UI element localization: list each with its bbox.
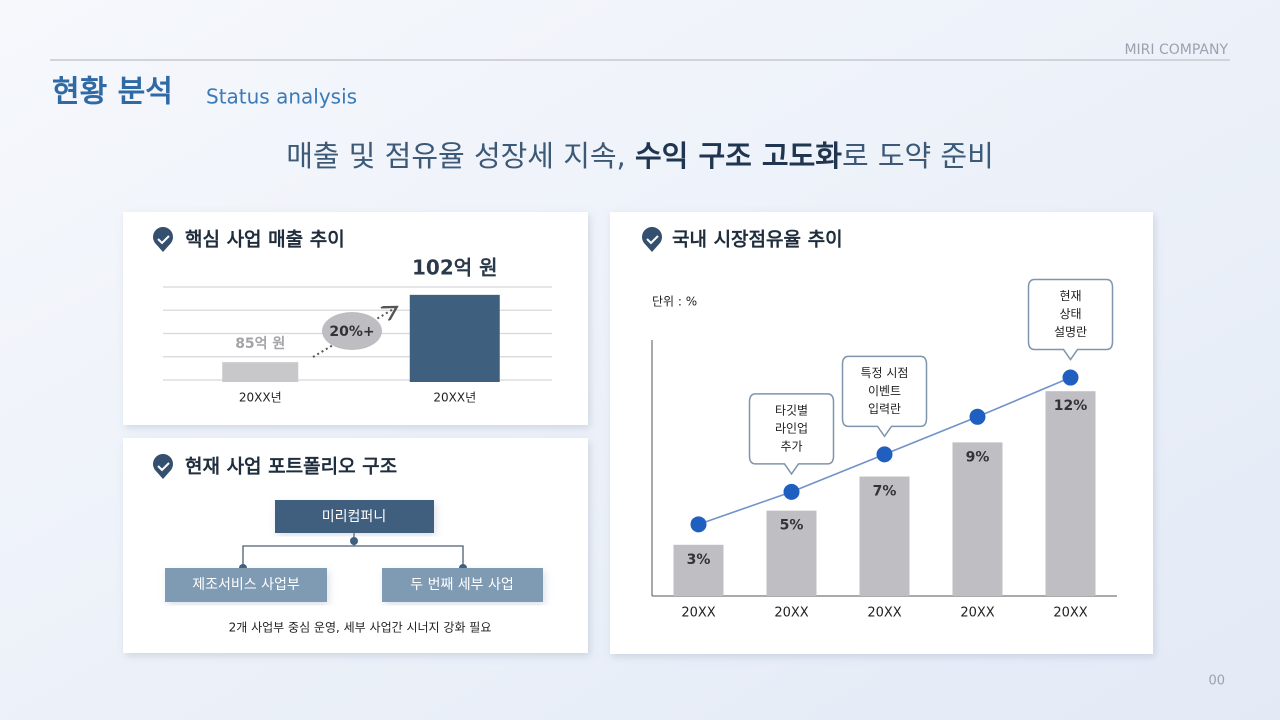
bar: [673, 544, 724, 596]
bar: [952, 442, 1003, 596]
pin-icon: [153, 454, 173, 479]
callout-text: 현재: [1059, 289, 1081, 303]
x-tick-label: 20XX: [774, 606, 808, 621]
org-child: 두 번째 세부 사업: [410, 577, 514, 593]
org-root-box: [275, 500, 434, 533]
panel-title: 현재 사업 포트폴리오 구조: [185, 456, 397, 478]
callout-text: 라인업: [775, 421, 808, 435]
bar: [859, 476, 910, 596]
pin-icon: [642, 227, 663, 252]
value-label: 12%: [1054, 398, 1088, 414]
callout-text: 특정 시점: [861, 366, 909, 380]
x-tick-label: 20XX년: [433, 391, 476, 405]
callout-text: 상태: [1059, 307, 1081, 321]
callout-text: 설명란: [1054, 325, 1087, 339]
trend-point: [783, 483, 800, 500]
panel-title: 핵심 사업 매출 추이: [185, 229, 345, 251]
x-tick-label: 20XX년: [239, 391, 282, 405]
callout: [1027, 278, 1114, 361]
value-label: 3%: [687, 552, 711, 568]
page-subtitle: Status analysis: [206, 85, 357, 109]
company: MIRI COMPANY: [1124, 42, 1228, 58]
annotation-badge: [322, 312, 382, 350]
x-tick-label: 20XX: [681, 606, 715, 621]
annotation: 20%+: [329, 324, 374, 340]
panel-title: 국내 시장점유율 추이: [672, 229, 843, 251]
callout: [841, 355, 928, 438]
connector-dot: [350, 537, 358, 545]
trend-point: [969, 408, 986, 425]
x-tick-label: 20XX: [960, 606, 994, 621]
callout: [748, 393, 835, 476]
trend-point: [690, 516, 707, 533]
trend-point: [876, 446, 893, 463]
x-tick-label: 20XX: [1053, 606, 1087, 621]
value-label: 102억 원: [412, 255, 498, 279]
org-child: 제조서비스 사업부: [192, 577, 300, 593]
bar: [409, 294, 500, 382]
bar: [766, 510, 817, 596]
pin-icon: [152, 227, 173, 252]
portfolio-note: 2개 사업부 중심 운영, 세부 사업간 시너지 강화 필요: [229, 621, 492, 635]
headline: 매출 및 점유율 성장세 지속, 수익 구조 고도화로 도약 준비: [286, 139, 994, 173]
unit-label: 단위 : %: [652, 295, 697, 309]
value-label: 5%: [780, 518, 804, 534]
headline-text: 로 도약 준비: [842, 139, 994, 173]
x-tick-label: 20XX: [867, 606, 901, 621]
org-root: 미리컴퍼니: [322, 509, 386, 525]
page-title: 현황 분석: [52, 75, 173, 110]
callout-text: 입력란: [868, 402, 901, 416]
org-child-box: [382, 568, 543, 602]
callout-text: 이벤트: [868, 384, 901, 398]
value-label: 7%: [873, 484, 897, 500]
headline-text: 매출 및 점유율 성장세 지속,: [286, 139, 635, 173]
org-child-box: [165, 568, 327, 602]
callout-text: 추가: [780, 439, 802, 453]
bar: [1045, 391, 1096, 596]
value-label: 85억 원: [235, 336, 285, 352]
callout-text: 타깃별: [775, 403, 808, 417]
value-label: 9%: [966, 449, 990, 465]
bar: [222, 362, 299, 382]
page-number: 00: [1208, 674, 1225, 689]
headline-emphasis: 수익 구조 고도화: [635, 139, 842, 173]
trend-point: [1062, 369, 1079, 386]
growth-arrow: [312, 308, 395, 358]
